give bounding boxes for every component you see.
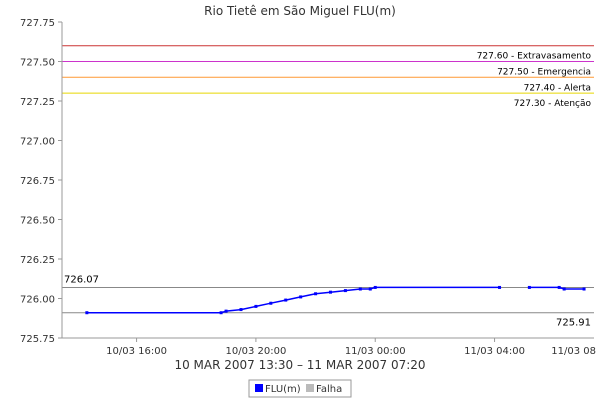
- y-tick-label: 727.00: [20, 137, 55, 148]
- legend: FLU(m) Falha: [248, 379, 352, 398]
- data-point: [498, 285, 502, 289]
- x-tick-label: 11/03 00:00: [345, 346, 406, 357]
- data-point: [343, 289, 347, 293]
- data-point: [582, 287, 586, 291]
- min-label: 725.91: [556, 318, 591, 329]
- y-tick-label: 726.25: [20, 255, 55, 266]
- x-axis-title: 10 MAR 2007 13:30 – 11 MAR 2007 07:20: [174, 358, 425, 372]
- x-tick-label: 10/03 16:00: [106, 346, 167, 357]
- threshold-label: 727.40 - Alerta: [524, 83, 591, 93]
- max-label: 726.07: [64, 274, 99, 285]
- data-point: [224, 309, 228, 313]
- data-point: [299, 295, 303, 299]
- y-tick-label: 726.00: [20, 295, 55, 306]
- y-tick-label: 726.75: [20, 176, 55, 187]
- threshold-label: 727.50 - Emergencia: [497, 68, 591, 78]
- y-tick-label: 727.50: [20, 58, 55, 69]
- data-point: [527, 285, 531, 289]
- y-tick-label: 726.50: [20, 216, 55, 227]
- y-tick-label: 727.75: [20, 18, 55, 29]
- threshold-label: 727.30 - Atenção: [514, 99, 592, 109]
- x-tick-label: 11/03 04:00: [464, 346, 525, 357]
- data-point: [373, 285, 377, 289]
- data-point: [85, 311, 89, 315]
- data-point: [328, 290, 332, 294]
- x-tick-label: 11/03 08: [551, 346, 596, 357]
- data-point: [269, 301, 273, 305]
- legend-box: [248, 379, 352, 398]
- x-axis-ticks: 10/03 16:00 10/03 20:00 11/03 00:00 11/03 0…: [106, 338, 596, 357]
- data-point: [557, 285, 561, 289]
- data-point: [239, 308, 243, 312]
- data-point: [219, 311, 223, 315]
- data-point: [562, 287, 566, 291]
- threshold-lines: 727.60 - Extravasamento 727.50 - Emergenc…: [62, 45, 594, 109]
- legend-swatch-flu: [255, 384, 263, 392]
- legend-label-flu: FLU(m): [265, 384, 301, 395]
- chart-title: Rio Tietê em São Miguel FLU(m): [204, 4, 396, 18]
- threshold-label: 727.60 - Extravasamento: [477, 52, 592, 62]
- y-axis-ticks: 725.75 726.00 726.25 726.50 726.75 727.00 727.…: [20, 18, 62, 345]
- data-point: [358, 287, 362, 291]
- legend-swatch-falha: [306, 384, 314, 392]
- data-point: [368, 287, 372, 291]
- data-point: [314, 292, 318, 296]
- x-tick-label: 10/03 20:00: [225, 346, 286, 357]
- series-line-flu: [529, 286, 585, 290]
- legend-label-falha: Falha: [316, 384, 342, 395]
- series-group: [85, 285, 586, 315]
- data-point: [284, 298, 288, 302]
- plot-area: [62, 22, 594, 338]
- y-tick-label: 727.25: [20, 97, 55, 108]
- data-point: [254, 304, 258, 308]
- y-tick-label: 725.75: [20, 334, 55, 345]
